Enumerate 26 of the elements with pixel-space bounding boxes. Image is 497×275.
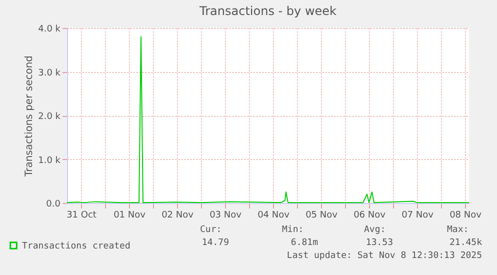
x-tick-label: 02 Nov: [162, 210, 194, 220]
y-tick-label: 0.0: [46, 200, 61, 210]
text: Avg:: [364, 225, 386, 235]
y-tick-label: 2.0 k: [38, 112, 62, 122]
x-tick-label: 03 Nov: [210, 210, 242, 220]
x-tick-label: 05 Nov: [306, 210, 338, 220]
x-tick-label: 04 Nov: [258, 210, 290, 220]
text: Max:: [447, 225, 469, 235]
y-axis-title: Transactions per second: [24, 55, 36, 178]
y-tick-label: 3.0 k: [38, 68, 62, 78]
text: 6.81m: [290, 238, 318, 248]
x-tick-label: 07 Nov: [402, 210, 434, 220]
text: Last update: Sat Nov 8 12:30:13 2025: [286, 251, 482, 261]
y-tick-label: 4.0 k: [38, 24, 62, 34]
x-tick-label: 01 Nov: [114, 210, 146, 220]
chart-title: Transactions - by week: [198, 4, 337, 18]
x-tick-label: 06 Nov: [354, 210, 386, 220]
legend-label: Transactions created: [22, 242, 130, 252]
text: Min:: [282, 225, 304, 235]
text: 21.45k: [449, 238, 483, 248]
text: 13.53: [366, 238, 393, 248]
x-tick-label: 08 Nov: [450, 210, 482, 220]
y-tick-label: 1.0 k: [38, 156, 62, 166]
x-tick-label: 31 Oct: [66, 210, 97, 220]
text: Cur:: [200, 225, 222, 235]
text: 14.79: [202, 238, 229, 248]
